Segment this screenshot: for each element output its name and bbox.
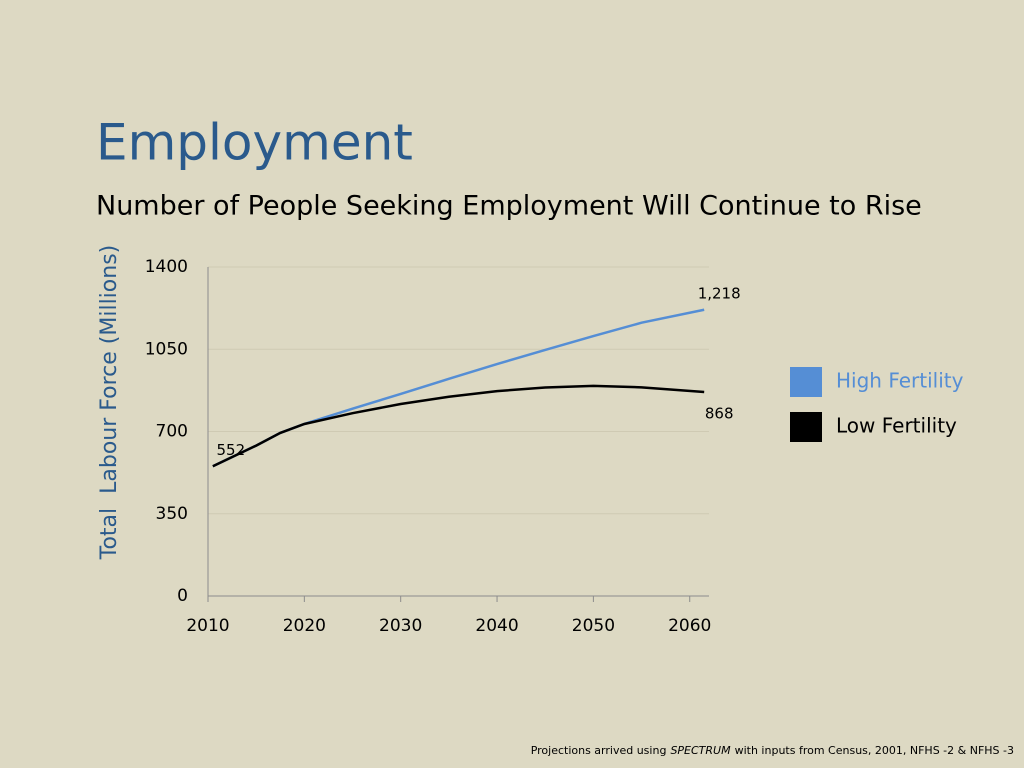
x-tick-label: 2060 [668,616,711,636]
footnote-text: with inputs from Census, 2001, NFHS -2 &… [734,744,1014,757]
y-tick-label: 700 [156,422,188,442]
legend-label: Low Fertility [836,414,957,438]
x-tick-label: 2050 [572,616,615,636]
chart-title: Employment [96,114,413,172]
footnote-text: Projections arrived using [530,744,667,757]
y-tick-label: 1400 [145,257,188,277]
y-axis-label: Total Labour Force (Millions) [97,245,122,561]
x-tick-label: 2030 [379,616,422,636]
legend-swatch [790,412,822,442]
y-tick-label: 1050 [145,339,188,359]
legend-swatch [790,367,822,397]
data-label: 552 [216,441,245,459]
data-label: 868 [705,405,734,423]
x-tick-label: 2020 [283,616,326,636]
data-label: 1,218 [698,284,741,302]
footnote-emphasis: SPECTRUM [670,744,731,757]
x-tick-label: 2040 [475,616,518,636]
chart-subtitle: Number of People Seeking Employment Will… [96,191,922,222]
footnote: Projections arrived using SPECTRUM with in… [531,744,1014,757]
series-line [212,384,705,468]
y-tick-label: 0 [177,586,188,606]
legend-label: High Fertility [836,369,964,393]
y-tick-label: 350 [156,504,188,524]
x-tick-label: 2010 [186,616,229,636]
